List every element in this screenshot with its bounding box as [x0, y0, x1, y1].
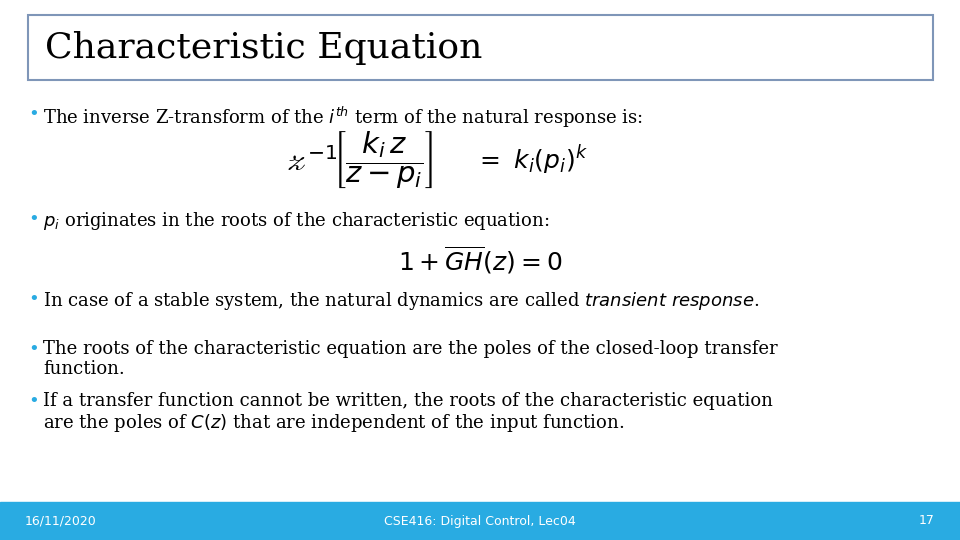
- FancyBboxPatch shape: [28, 15, 933, 80]
- Text: 17: 17: [919, 515, 935, 528]
- Text: In case of a stable system, the natural dynamics are called $\mathit{transient\ : In case of a stable system, the natural …: [43, 290, 759, 312]
- Text: •: •: [28, 105, 38, 123]
- Text: The roots of the characteristic equation are the poles of the closed-loop transf: The roots of the characteristic equation…: [43, 340, 778, 358]
- Text: 16/11/2020: 16/11/2020: [25, 515, 97, 528]
- Text: If a transfer function cannot be written, the roots of the characteristic equati: If a transfer function cannot be written…: [43, 392, 773, 410]
- Bar: [0, 502, 960, 540]
- Text: •: •: [28, 340, 38, 358]
- Text: $1 + \overline{GH}(z) = 0$: $1 + \overline{GH}(z) = 0$: [397, 245, 563, 275]
- Text: function.: function.: [43, 360, 125, 378]
- Text: •: •: [28, 392, 38, 410]
- Text: Characteristic Equation: Characteristic Equation: [45, 31, 482, 65]
- Text: •: •: [28, 210, 38, 228]
- Text: •: •: [28, 290, 38, 308]
- Text: CSE416: Digital Control, Lec04: CSE416: Digital Control, Lec04: [384, 515, 576, 528]
- Text: $\mathscr{z}^{-1}\!\left[\dfrac{k_i\, z}{z - p_i}\right]$: $\mathscr{z}^{-1}\!\left[\dfrac{k_i\, z}…: [286, 129, 434, 191]
- Text: $p_i$ originates in the roots of the characteristic equation:: $p_i$ originates in the roots of the cha…: [43, 210, 549, 232]
- Text: $=\ k_i(p_i)^k$: $=\ k_i(p_i)^k$: [475, 143, 588, 177]
- Text: are the poles of $C(z)$ that are independent of the input function.: are the poles of $C(z)$ that are indepen…: [43, 412, 624, 434]
- Text: The inverse Z-transform of the $i^{th}$ term of the natural response is:: The inverse Z-transform of the $i^{th}$ …: [43, 105, 643, 130]
